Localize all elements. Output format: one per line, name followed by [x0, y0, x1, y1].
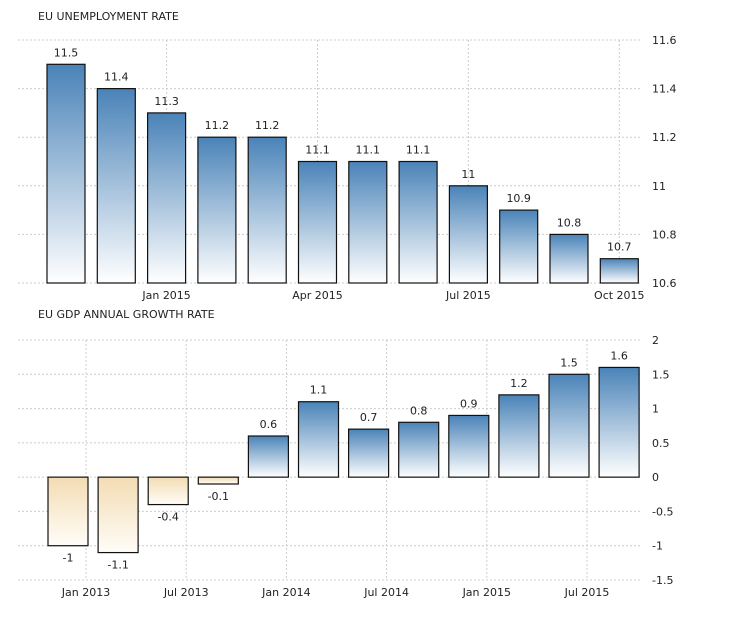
- gdp-bar: [197, 476, 239, 485]
- unemployment-x-tick-label: Jul 2015: [445, 289, 491, 302]
- unemployment-data-label: 11.2: [205, 119, 230, 132]
- gdp-bar: [548, 373, 590, 478]
- gdp-data-label: 0.6: [260, 418, 278, 431]
- unemployment-bar: [549, 233, 589, 284]
- gdp-bar: [398, 421, 440, 478]
- unemployment-data-label: 11: [461, 168, 475, 181]
- gdp-y-tick-label: 0: [652, 471, 659, 484]
- gdp-y-tick-label: -1: [652, 540, 663, 553]
- unemployment-data-label: 10.9: [506, 192, 531, 205]
- gdp-x-tick-label: Jan 2014: [261, 586, 310, 599]
- gdp-bar: [147, 476, 189, 506]
- gdp-data-label: 1.2: [510, 377, 528, 390]
- gdp-data-label: -1.1: [107, 559, 128, 572]
- unemployment-bar: [448, 185, 488, 284]
- unemployment-data-label: 11.1: [356, 144, 381, 157]
- gdp-data-label: -0.1: [208, 490, 229, 503]
- unemployment-bar: [96, 87, 136, 284]
- unemployment-bar: [499, 209, 539, 284]
- gdp-x-tick-label: Jul 2014: [363, 586, 409, 599]
- unemployment-bar: [147, 112, 187, 284]
- unemployment-data-label: 10.7: [607, 241, 632, 254]
- unemployment-x-tick-label: Oct 2015: [594, 289, 645, 302]
- unemployment-bar: [197, 136, 237, 284]
- gdp-x-tick-label: Jul 2015: [564, 586, 610, 599]
- gdp-bar: [598, 366, 640, 478]
- unemployment-bar: [348, 160, 388, 284]
- gdp-chart-title: EU GDP ANNUAL GROWTH RATE: [38, 308, 215, 321]
- gdp-data-label: 1.6: [610, 349, 628, 362]
- gdp-bar: [97, 476, 139, 554]
- unemployment-data-label: 11.3: [154, 95, 179, 108]
- unemployment-x-tick-label: Jan 2015: [141, 289, 190, 302]
- gdp-x-tick-label: Jan 2013: [61, 586, 110, 599]
- gdp-bar: [297, 401, 340, 478]
- gdp-x-tick-label: Jan 2015: [462, 586, 511, 599]
- gdp-y-tick-label: 0.5: [652, 437, 670, 450]
- gdp-data-label: -0.4: [157, 511, 178, 524]
- unemployment-bar: [398, 160, 438, 284]
- unemployment-data-label: 11.4: [104, 71, 129, 84]
- gdp-bar: [47, 476, 89, 547]
- unemployment-y-tick-label: 10.8: [652, 228, 677, 241]
- gdp-y-tick-label: 1.5: [652, 368, 670, 381]
- gdp-data-label: 1.1: [310, 384, 328, 397]
- gdp-bar: [348, 428, 390, 478]
- unemployment-bar: [247, 136, 287, 284]
- gdp-data-label: 0.7: [360, 411, 378, 424]
- gdp-data-label: -1: [63, 552, 74, 565]
- unemployment-data-label: 11.5: [54, 46, 79, 59]
- unemployment-y-tick-label: 11.6: [652, 34, 677, 47]
- unemployment-data-label: 10.8: [557, 216, 582, 229]
- gdp-x-tick-label: Jul 2013: [163, 586, 209, 599]
- gdp-data-label: 0.8: [410, 404, 428, 417]
- gdp-bar: [247, 435, 289, 478]
- unemployment-data-label: 11.2: [255, 119, 280, 132]
- gdp-y-tick-label: -1.5: [652, 574, 673, 587]
- unemployment-bar: [297, 160, 338, 284]
- gdp-bar: [448, 414, 490, 478]
- unemployment-y-tick-label: 11: [652, 180, 666, 193]
- gdp-bar: [498, 394, 540, 478]
- gdp-y-tick-label: -0.5: [652, 505, 673, 518]
- gdp-data-label: 0.9: [460, 397, 478, 410]
- unemployment-data-label: 11.1: [305, 144, 330, 157]
- gdp-y-tick-label: 1: [652, 403, 659, 416]
- unemployment-chart-title: EU UNEMPLOYMENT RATE: [38, 10, 179, 23]
- unemployment-y-tick-label: 11.2: [652, 131, 677, 144]
- unemployment-bar: [46, 63, 86, 284]
- unemployment-data-label: 11.1: [406, 144, 431, 157]
- unemployment-y-tick-label: 11.4: [652, 83, 677, 96]
- unemployment-bar: [599, 258, 639, 284]
- unemployment-x-tick-label: Apr 2015: [292, 289, 343, 302]
- gdp-y-tick-label: 2: [652, 334, 659, 347]
- unemployment-y-tick-label: 10.6: [652, 277, 677, 290]
- gdp-data-label: 1.5: [560, 356, 578, 369]
